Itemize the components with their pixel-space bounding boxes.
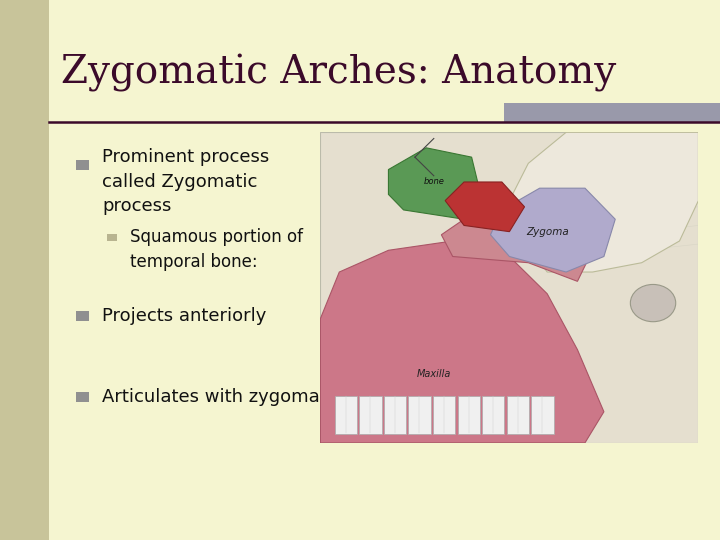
FancyBboxPatch shape <box>504 103 720 122</box>
Polygon shape <box>510 132 698 272</box>
FancyBboxPatch shape <box>458 396 480 434</box>
Polygon shape <box>445 182 524 232</box>
FancyBboxPatch shape <box>0 0 49 540</box>
FancyBboxPatch shape <box>335 396 357 434</box>
Text: Prominent process
called Zygomatic
process: Prominent process called Zygomatic proce… <box>102 148 269 215</box>
Text: Zygomatic Arches: Anatomy: Zygomatic Arches: Anatomy <box>61 54 616 92</box>
FancyBboxPatch shape <box>433 396 455 434</box>
Polygon shape <box>490 188 615 272</box>
Text: Zygoma: Zygoma <box>526 227 569 237</box>
FancyBboxPatch shape <box>320 132 698 443</box>
Polygon shape <box>320 241 604 443</box>
FancyBboxPatch shape <box>107 234 117 241</box>
Polygon shape <box>389 148 480 219</box>
Text: bone: bone <box>423 178 444 186</box>
FancyBboxPatch shape <box>76 392 89 402</box>
FancyBboxPatch shape <box>507 396 529 434</box>
FancyBboxPatch shape <box>482 396 505 434</box>
Text: Squamous portion of
temporal bone:: Squamous portion of temporal bone: <box>130 228 302 271</box>
Text: Maxilla: Maxilla <box>417 369 451 380</box>
FancyBboxPatch shape <box>359 396 382 434</box>
Text: Articulates with zygoma: Articulates with zygoma <box>102 388 320 406</box>
FancyBboxPatch shape <box>76 311 89 321</box>
FancyBboxPatch shape <box>76 160 89 170</box>
Text: Projects anteriorly: Projects anteriorly <box>102 307 266 325</box>
Circle shape <box>631 285 675 322</box>
FancyBboxPatch shape <box>384 396 406 434</box>
FancyBboxPatch shape <box>531 396 554 434</box>
FancyBboxPatch shape <box>408 396 431 434</box>
Polygon shape <box>441 210 593 281</box>
